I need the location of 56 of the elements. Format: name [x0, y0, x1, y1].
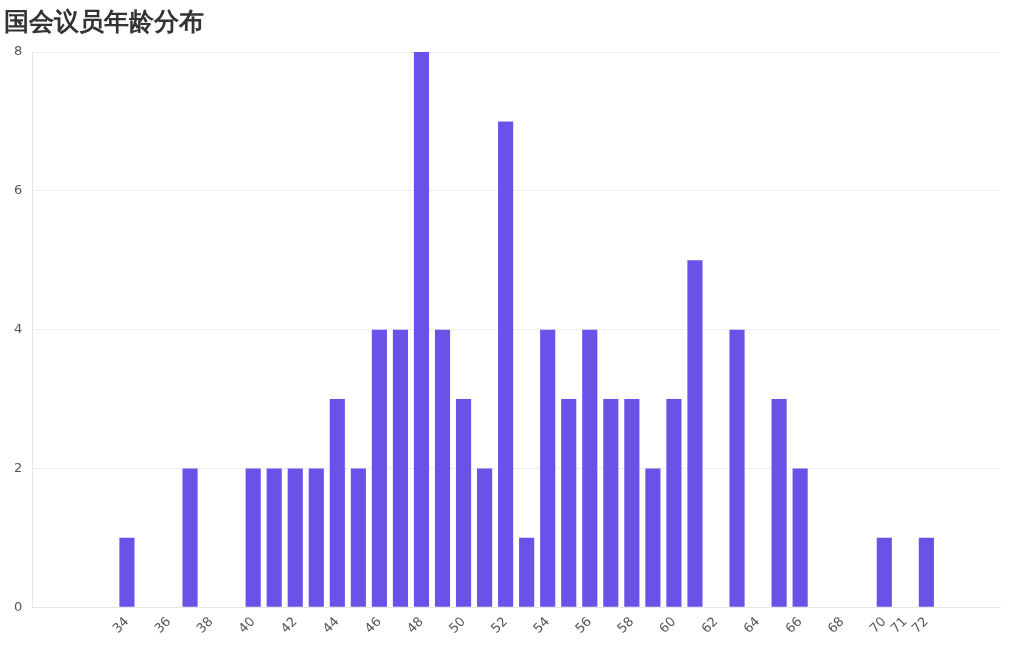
x-tick-label: 42: [277, 613, 300, 636]
bar: [918, 537, 934, 607]
bar: [455, 399, 472, 607]
bar: [687, 260, 703, 607]
bar: [119, 537, 135, 607]
x-tick-label: 50: [445, 613, 469, 636]
bar: [876, 537, 892, 607]
bar: [561, 399, 577, 607]
bar: [477, 468, 493, 607]
bar: [182, 468, 198, 607]
x-tick-label: 60: [656, 613, 679, 636]
x-tick-label: 38: [193, 613, 216, 636]
y-tick-label: 4: [13, 321, 23, 337]
x-tick-label: 70: [866, 613, 889, 636]
x-tick-label: 36: [151, 613, 174, 636]
bar: [645, 468, 661, 607]
bar: [540, 329, 556, 607]
chart-title: 国会议员年龄分布: [4, 6, 204, 36]
bar: [266, 468, 282, 607]
x-tick-label: 46: [361, 613, 384, 636]
x-tick-label: 72: [908, 613, 931, 636]
bar: [350, 468, 366, 607]
x-tick-label: 52: [487, 613, 511, 636]
bar: [624, 399, 640, 607]
bar: [308, 468, 324, 607]
y-tick-label: 6: [13, 182, 23, 198]
bar: [329, 399, 345, 607]
bar: [729, 329, 745, 607]
bar: [434, 329, 451, 607]
bar: [792, 468, 808, 607]
x-tick-label: 66: [782, 613, 805, 636]
y-tick-label: 0: [13, 598, 23, 614]
x-tick-label: 34: [109, 613, 132, 636]
bar: [245, 468, 261, 607]
bar: [519, 537, 535, 607]
x-tick-label: 71: [887, 613, 910, 636]
x-tick-label: 64: [740, 613, 763, 636]
bar: [413, 52, 430, 607]
x-tick-label: 62: [698, 613, 721, 636]
y-tick-label: 8: [13, 43, 23, 59]
x-tick-label: 44: [319, 613, 342, 636]
x-tick-label: 58: [614, 613, 637, 636]
x-tick-label: 56: [571, 613, 595, 636]
bar: [603, 399, 619, 607]
bar: [582, 329, 598, 607]
x-tick-label: 54: [529, 613, 553, 636]
bar: [392, 329, 408, 607]
bar: [666, 399, 682, 607]
x-tick-label: 40: [235, 613, 258, 636]
bar: [498, 121, 514, 607]
x-tick-label: 48: [403, 613, 426, 636]
bar: [371, 329, 387, 607]
bar: [287, 468, 303, 607]
y-tick-label: 2: [13, 459, 23, 475]
bar: [771, 399, 787, 607]
x-tick-label: 68: [824, 613, 847, 636]
